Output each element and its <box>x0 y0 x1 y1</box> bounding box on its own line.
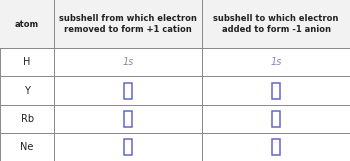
Bar <box>125 82 132 99</box>
Text: 1s: 1s <box>271 57 282 67</box>
Text: Y: Y <box>24 85 30 96</box>
Bar <box>272 111 280 127</box>
Text: atom: atom <box>15 20 39 29</box>
Text: subshell to which electron
added to form -1 anion: subshell to which electron added to form… <box>214 14 339 34</box>
Text: Rb: Rb <box>21 114 34 124</box>
Text: 1s: 1s <box>122 57 134 67</box>
Bar <box>125 111 132 127</box>
Bar <box>272 139 280 155</box>
Text: Ne: Ne <box>20 142 34 152</box>
Bar <box>125 139 132 155</box>
Text: subshell from which electron
removed to form +1 cation: subshell from which electron removed to … <box>60 14 197 34</box>
Bar <box>0 0 350 48</box>
Text: H: H <box>23 57 31 67</box>
Bar <box>272 82 280 99</box>
